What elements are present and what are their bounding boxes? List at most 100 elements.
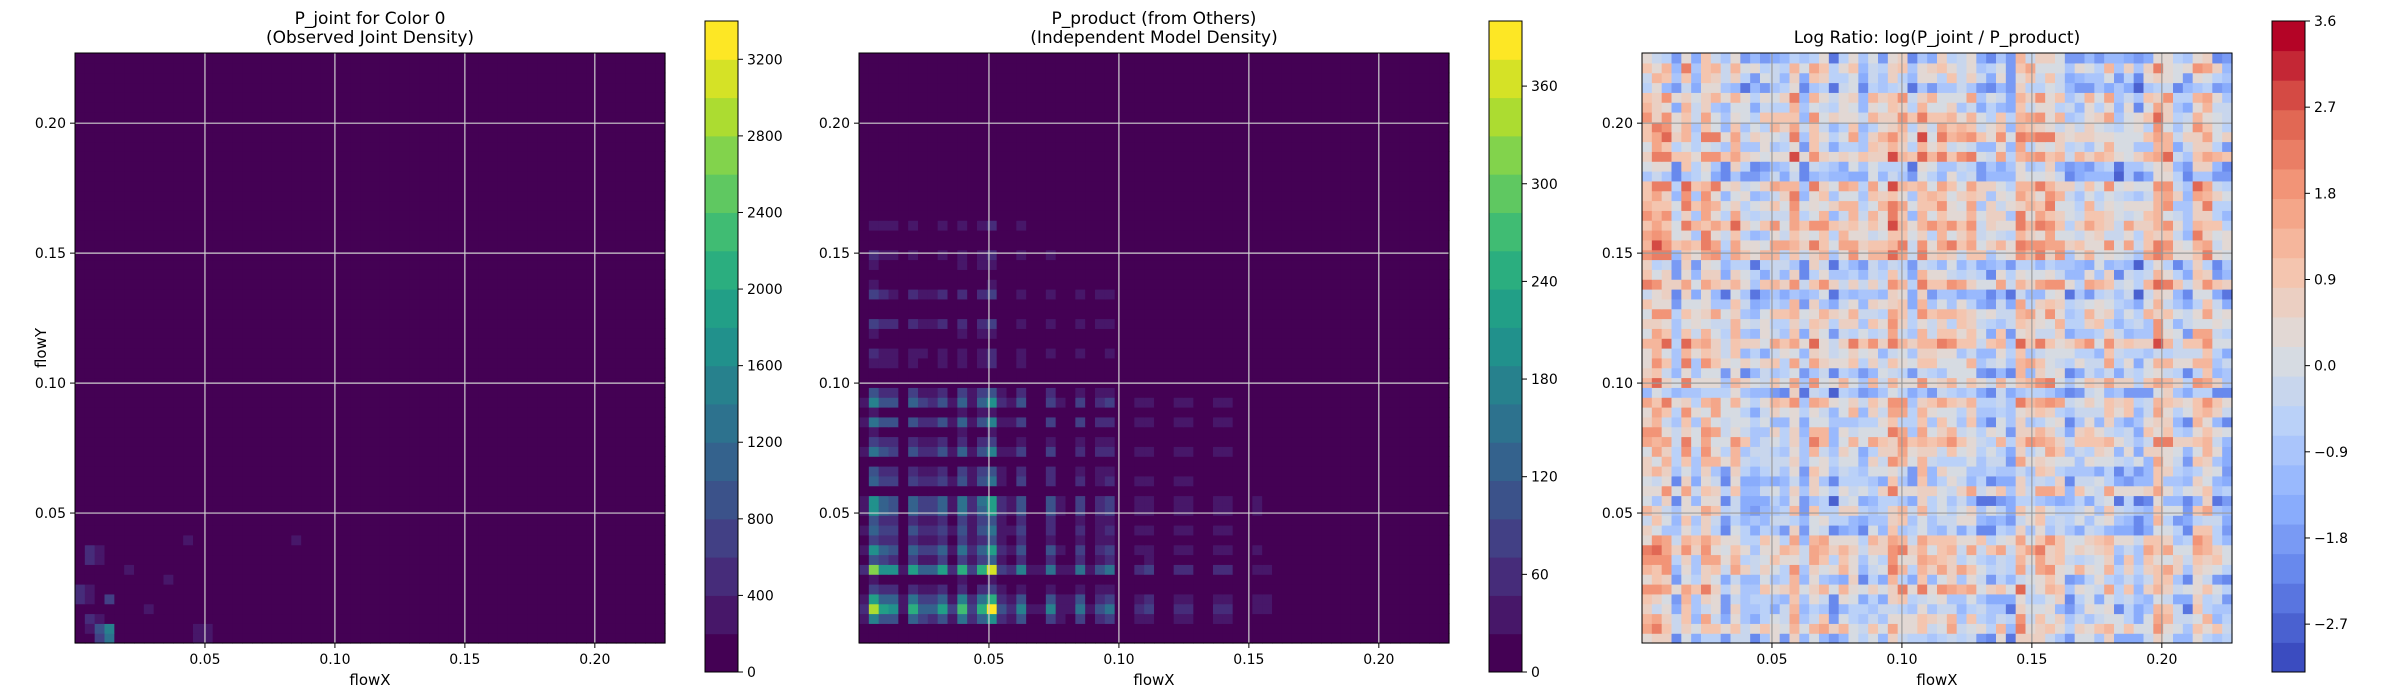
- heatmap-cell: [163, 633, 174, 644]
- heatmap-cell: [281, 112, 292, 123]
- heatmap-cell: [655, 112, 666, 123]
- heatmap-cell: [517, 171, 528, 182]
- heatmap-cell: [1291, 525, 1303, 536]
- heatmap-cell: [183, 534, 194, 546]
- heatmap-cell: [1252, 584, 1263, 595]
- heatmap-cell: [566, 357, 578, 369]
- heatmap-cell: [448, 505, 460, 516]
- heatmap-cell: [908, 426, 919, 438]
- heatmap-cell: [537, 436, 548, 447]
- heatmap-cell: [606, 534, 617, 546]
- heatmap-cell: [635, 318, 646, 329]
- heatmap-cell: [1124, 495, 1135, 506]
- heatmap-cell: [1016, 525, 1027, 536]
- heatmap-cell: [242, 230, 253, 241]
- heatmap-cell: [183, 426, 194, 438]
- heatmap-cell: [173, 62, 184, 74]
- heatmap-cell: [143, 121, 155, 133]
- heatmap-cell: [937, 593, 949, 605]
- heatmap-cell: [350, 269, 361, 280]
- heatmap-cell: [84, 92, 96, 103]
- heatmap-cell: [438, 534, 450, 546]
- heatmap-cell: [409, 210, 420, 221]
- heatmap-cell: [1095, 564, 1106, 575]
- heatmap-cell: [947, 544, 958, 556]
- heatmap-cell: [75, 505, 86, 516]
- heatmap-cell: [84, 348, 96, 359]
- heatmap-cell: [1065, 456, 1076, 467]
- heatmap-cell: [908, 485, 919, 497]
- heatmap-cell: [645, 62, 656, 74]
- heatmap-cell: [1045, 466, 1057, 477]
- heatmap-cell: [252, 584, 263, 595]
- heatmap-cell: [468, 141, 479, 152]
- heatmap-cell: [104, 200, 115, 211]
- heatmap-cell: [419, 92, 430, 103]
- heatmap-cell: [625, 515, 637, 526]
- heatmap-cell: [104, 534, 115, 546]
- heatmap-cell: [478, 554, 489, 565]
- heatmap-cell: [232, 633, 243, 644]
- heatmap-cell: [202, 475, 214, 487]
- heatmap-cell: [1399, 495, 1411, 506]
- heatmap-cell: [527, 151, 538, 162]
- heatmap-cell: [350, 584, 361, 595]
- heatmap-cell: [556, 475, 568, 487]
- heatmap-cell: [655, 603, 666, 615]
- heatmap-cell: [1380, 633, 1391, 644]
- heatmap-cell: [242, 308, 253, 320]
- heatmap-cell: [340, 298, 351, 310]
- heatmap-cell: [1085, 525, 1096, 536]
- heatmap-cell: [124, 328, 135, 339]
- heatmap-cell: [859, 525, 870, 536]
- heatmap-cell: [271, 92, 283, 103]
- heatmap-cell: [370, 603, 381, 615]
- heatmap-cell: [163, 190, 174, 202]
- heatmap-cell: [556, 171, 568, 182]
- heatmap-cell: [311, 593, 322, 605]
- heatmap-cell: [438, 328, 450, 339]
- heatmap-cell: [281, 308, 292, 320]
- heatmap-cell: [153, 259, 165, 270]
- heatmap-cell: [606, 446, 617, 457]
- heatmap-cell: [330, 112, 342, 123]
- heatmap-cell: [859, 416, 870, 428]
- heatmap-cell: [124, 485, 135, 497]
- heatmap-cell: [468, 112, 479, 123]
- heatmap-cell: [1262, 564, 1273, 575]
- heatmap-cell: [1154, 525, 1165, 536]
- heatmap-cell: [291, 515, 302, 526]
- heatmap-cell: [1281, 436, 1293, 447]
- heatmap-cell: [222, 574, 233, 585]
- heatmap-cell: [1154, 475, 1165, 487]
- heatmap-cell: [468, 131, 479, 143]
- heatmap-cell: [399, 249, 410, 261]
- heatmap-cell: [1104, 426, 1116, 438]
- heatmap-cell: [1095, 534, 1106, 546]
- heatmap-cell: [1144, 564, 1155, 575]
- heatmap-cell: [1006, 525, 1017, 536]
- heatmap-cell: [1429, 436, 1440, 447]
- heatmap-cell: [389, 623, 401, 634]
- colorbar-tick-label: 2000: [747, 282, 783, 298]
- heatmap-cell: [1213, 446, 1224, 457]
- heatmap-cell: [114, 466, 125, 477]
- heatmap-cell: [379, 298, 391, 310]
- heatmap-cell: [537, 475, 548, 487]
- heatmap-cell: [94, 249, 106, 261]
- heatmap-cell: [261, 387, 273, 398]
- heatmap-cell: [977, 485, 988, 497]
- heatmap-cell: [134, 554, 145, 565]
- heatmap-cell: [1006, 613, 1017, 624]
- heatmap-cell: [1439, 485, 1450, 497]
- heatmap-cell: [438, 613, 450, 624]
- heatmap-cell: [1360, 574, 1371, 585]
- heatmap-cell: [1380, 564, 1391, 575]
- heatmap-cell: [448, 102, 460, 113]
- heatmap-cell: [242, 593, 253, 605]
- heatmap-cell: [1154, 485, 1165, 497]
- heatmap-cell: [163, 269, 174, 280]
- heatmap-cell: [438, 505, 450, 516]
- heatmap-cell: [1409, 525, 1421, 536]
- heatmap-cell: [389, 269, 401, 280]
